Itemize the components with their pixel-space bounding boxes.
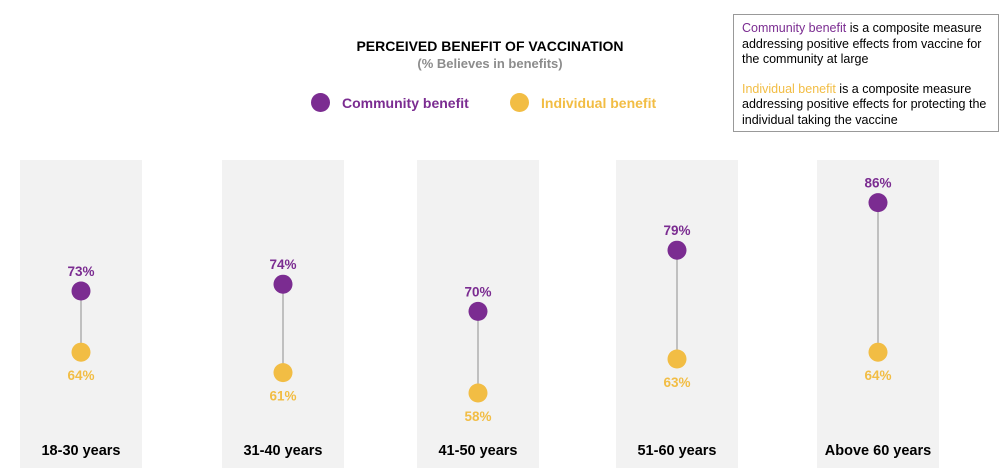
individual-point [273, 363, 293, 383]
individual-point [868, 342, 888, 362]
individual-data-label: 64% [864, 368, 891, 383]
individual-point [468, 383, 488, 403]
legend-individual-label: Individual benefit [541, 94, 657, 111]
category-label: 18-30 years [41, 443, 120, 459]
community-data-label: 86% [864, 176, 891, 191]
community-point [667, 240, 687, 260]
community-point [71, 281, 91, 301]
category-label: Above 60 years [825, 443, 931, 459]
community-data-label: 70% [464, 284, 491, 299]
definition-note: Community benefit is a composite measure… [733, 14, 999, 132]
legend-community-label: Community benefit [342, 94, 469, 111]
legend-individual: Individual benefit [510, 93, 656, 112]
community-point [468, 301, 488, 321]
chart-subtitle: (% Believes in benefits) [417, 56, 563, 71]
individual-data-label: 64% [67, 368, 94, 383]
community-data-label: 74% [269, 257, 296, 272]
community-point [273, 274, 293, 294]
category-label: 41-50 years [438, 443, 517, 459]
individual-data-label: 63% [663, 375, 690, 390]
legend-community: Community benefit [311, 93, 469, 112]
community-data-label: 73% [67, 264, 94, 279]
legend-community-marker [311, 93, 330, 112]
note-community-text: is a composite measure addressing positi… [742, 21, 982, 66]
note-individual-term: Individual benefit [742, 81, 836, 96]
community-point [868, 193, 888, 213]
note-community-term: Community benefit [742, 21, 847, 35]
category-label: 31-40 years [243, 443, 322, 459]
note-individual-text: is a composite measure addressing positi… [742, 81, 987, 127]
individual-point [71, 342, 91, 362]
individual-data-label: 58% [464, 409, 491, 424]
individual-data-label: 61% [269, 389, 296, 404]
individual-point [667, 349, 687, 369]
legend-individual-marker [510, 93, 529, 112]
community-data-label: 79% [663, 223, 690, 238]
chart-title: PERCEIVED BENEFIT OF VACCINATION [356, 38, 624, 54]
category-label: 51-60 years [637, 443, 716, 459]
